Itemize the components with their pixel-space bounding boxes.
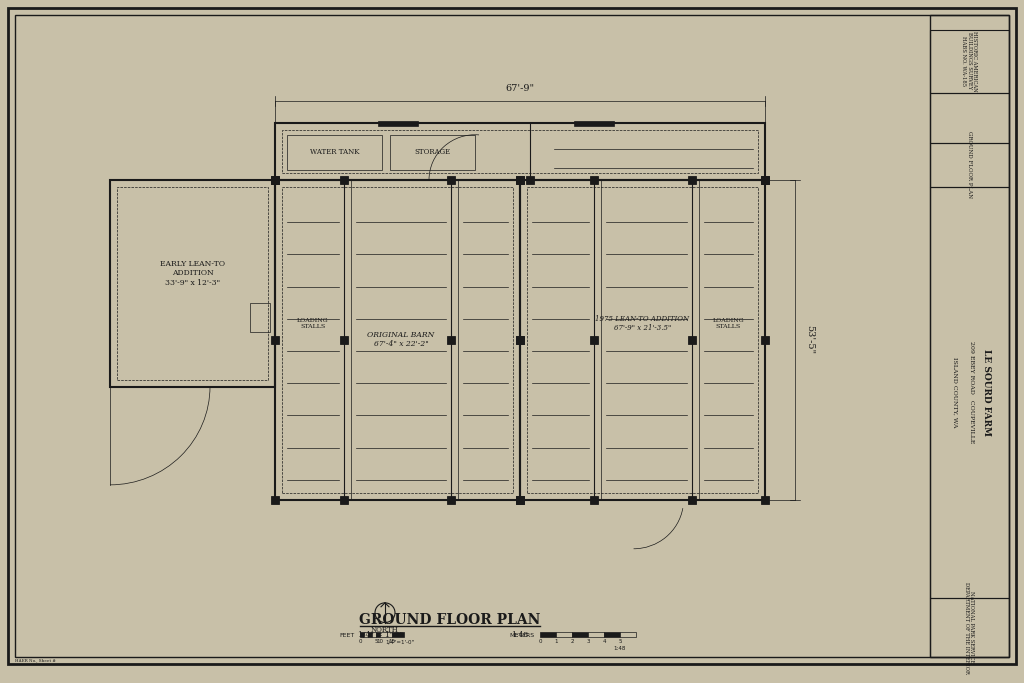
Text: 1975 LEAN-TO ADDITION
67'-9" x 21'-3.5": 1975 LEAN-TO ADDITION 67'-9" x 21'-3.5" [595,316,689,333]
Text: GROUND FLOOR PLAN: GROUND FLOOR PLAN [967,130,972,198]
Text: ISLAND COUNTY, WA: ISLAND COUNTY, WA [952,357,957,428]
Text: 0: 0 [539,639,542,644]
Text: LE SOURD FARM: LE SOURD FARM [982,349,991,436]
Bar [930,15,1009,657]
Text: WATER TANK: WATER TANK [309,148,359,156]
Bar [271,336,279,344]
Bar [930,143,1009,187]
Text: 15: 15 [388,639,395,644]
Bar [930,187,1009,598]
Bar [275,180,520,499]
Bar [368,632,372,637]
Bar [360,632,364,637]
Text: EARLY LEAN-TO
ADDITION
33'-9" x 12'-3": EARLY LEAN-TO ADDITION 33'-9" x 12'-3" [160,260,225,287]
Bar [604,632,620,637]
Bar [340,176,347,184]
Bar [930,598,1009,657]
Bar [761,496,769,503]
Bar [392,632,404,637]
Bar [447,336,456,344]
Text: 1/4" = 1'-0": 1/4" = 1'-0" [357,631,402,639]
Bar [556,632,572,637]
Bar [930,29,1009,94]
Bar [572,632,588,637]
Text: 67'-9": 67'-9" [506,85,535,94]
Bar [525,176,534,184]
Bar [250,303,270,333]
Text: HAER No., Sheet #: HAER No., Sheet # [15,658,56,662]
Text: HISTORIC AMERICAN
BUILDINGS SURVEY
HABS NO. WA-185: HISTORIC AMERICAN BUILDINGS SURVEY HABS … [961,31,977,92]
Bar [588,632,604,637]
Bar [527,187,758,492]
Bar [447,496,456,503]
Bar [340,336,347,344]
Bar [282,130,758,173]
Text: 1/4"=1'-0": 1/4"=1'-0" [385,639,415,644]
Bar [340,496,347,503]
Text: STORAGE: STORAGE [415,148,451,156]
Text: GROUND FLOOR PLAN: GROUND FLOOR PLAN [359,613,541,626]
Bar [380,632,392,637]
Text: 10: 10 [377,639,384,644]
Bar [573,121,613,126]
Bar [372,632,376,637]
Text: 53'-5": 53'-5" [805,325,814,354]
Bar [761,176,769,184]
Text: 1:48: 1:48 [511,631,528,639]
Text: 2: 2 [570,639,573,644]
Text: FEET: FEET [340,633,355,638]
Text: LOADING
STALLS: LOADING STALLS [713,318,744,329]
Bar [687,336,695,344]
Bar [516,336,524,344]
Bar [378,121,418,126]
Bar [117,187,268,380]
Text: 5: 5 [374,639,378,644]
Bar [590,496,597,503]
Bar [271,496,279,503]
Bar [520,180,765,499]
Text: METERS: METERS [510,633,535,638]
Bar [620,632,636,637]
Bar [761,336,769,344]
Bar [110,180,275,387]
Bar [282,187,513,492]
Text: 3: 3 [587,639,590,644]
Text: NATIONAL PARK SERVICE
DEPARTMENT OF THE INTERIOR: NATIONAL PARK SERVICE DEPARTMENT OF THE … [964,581,975,673]
Bar [590,336,597,344]
Bar [687,496,695,503]
Text: 4: 4 [602,639,606,644]
Text: NORTH: NORTH [371,626,399,635]
Bar [275,123,765,180]
Text: 209 EBEY ROAD   COUPEVILLE: 209 EBEY ROAD COUPEVILLE [970,342,975,443]
Bar [447,176,456,184]
Bar [287,135,382,170]
Text: 0: 0 [358,639,361,644]
Bar [930,94,1009,143]
Bar [540,632,556,637]
Text: 5: 5 [618,639,622,644]
Bar [516,176,524,184]
Text: LOADING
STALLS: LOADING STALLS [297,318,329,329]
Bar [271,176,279,184]
Bar [516,336,524,344]
Bar [761,176,769,184]
Bar [590,176,597,184]
Bar [516,496,524,503]
Bar [376,632,380,637]
Bar [271,176,279,184]
Text: 1: 1 [554,639,558,644]
Bar [364,632,368,637]
Bar [516,496,524,503]
Text: ORIGINAL BARN
67'-4" x 22'-2": ORIGINAL BARN 67'-4" x 22'-2" [368,331,434,348]
Bar [516,176,524,184]
Bar [390,135,475,170]
Bar [687,176,695,184]
Text: 1:48: 1:48 [613,646,627,651]
